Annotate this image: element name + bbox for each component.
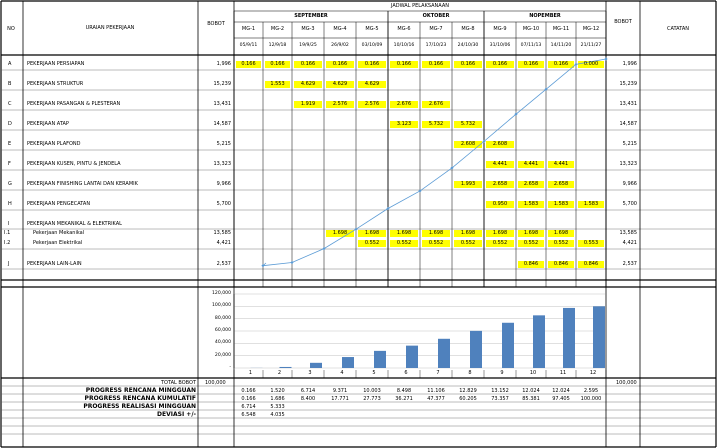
s-curve-point — [418, 189, 422, 193]
highlight-cell — [265, 81, 290, 88]
highlight-cell — [518, 161, 544, 168]
highlight-cell — [548, 240, 574, 247]
s-curve-point — [482, 139, 486, 143]
highlight-cell — [578, 61, 604, 68]
highlight-cell — [422, 101, 450, 108]
s-curve-point — [544, 87, 548, 91]
highlight-cell — [265, 61, 290, 68]
highlight-cell — [518, 261, 544, 268]
highlight-cell — [518, 240, 544, 247]
s-curve-point — [386, 206, 390, 211]
highlight-cell — [454, 141, 482, 148]
highlight-cell — [486, 181, 514, 188]
chart-bar — [406, 345, 418, 368]
chart-bar — [342, 357, 354, 368]
highlight-cell — [390, 240, 418, 247]
highlight-cell — [422, 240, 450, 247]
highlight-cell — [422, 230, 450, 237]
chart-bar — [374, 350, 386, 368]
chart-bar — [279, 366, 292, 368]
highlight-cell — [358, 81, 386, 88]
highlight-cell — [486, 201, 514, 208]
highlight-cell — [326, 230, 354, 237]
highlight-cell — [358, 101, 386, 108]
s-curve-point — [354, 227, 358, 231]
highlight-cell — [390, 101, 418, 108]
highlight-cell — [518, 230, 544, 237]
highlight-cell — [548, 181, 574, 188]
s-curve-point — [450, 166, 454, 170]
highlight-cell — [422, 61, 450, 68]
s-curve-point — [290, 260, 294, 265]
highlight-cell — [454, 181, 482, 188]
highlight-cell — [390, 230, 418, 237]
chart-bar — [563, 307, 575, 368]
highlight-cell — [422, 121, 450, 128]
chart-bar — [533, 315, 545, 368]
highlight-cell — [358, 240, 386, 247]
highlight-cell — [390, 121, 418, 128]
highlight-cell — [454, 61, 482, 68]
highlight-cell — [486, 230, 514, 237]
highlight-cell — [548, 201, 574, 208]
highlight-cell — [578, 201, 604, 208]
highlight-cell — [454, 121, 482, 128]
highlight-cell — [578, 240, 604, 247]
highlight-cell — [548, 261, 574, 268]
highlight-cell — [326, 61, 354, 68]
s-curve-point — [604, 57, 608, 61]
highlight-cell — [358, 61, 386, 68]
chart-bar — [593, 306, 605, 368]
chart-bar — [438, 338, 450, 368]
highlight-cell — [390, 61, 418, 68]
highlight-cell — [486, 161, 514, 168]
highlight-cell — [486, 61, 514, 68]
highlight-cell — [236, 61, 261, 68]
highlight-cell — [294, 61, 322, 68]
highlight-cell — [578, 261, 604, 268]
highlight-cell — [548, 230, 574, 237]
s-curve-point — [514, 112, 518, 116]
highlight-cell — [358, 230, 386, 237]
highlight-cell — [548, 161, 574, 168]
chart-bar — [502, 322, 514, 368]
highlight-cell — [294, 81, 322, 88]
highlight-cell — [454, 230, 482, 237]
highlight-cell — [518, 61, 544, 68]
highlight-cell — [548, 61, 574, 68]
chart-bar — [470, 330, 482, 368]
highlight-cell — [294, 101, 322, 108]
s-curve-point — [574, 62, 578, 66]
highlight-cell — [486, 240, 514, 247]
s-curve-point — [261, 264, 265, 268]
chart-bar — [310, 362, 322, 368]
highlight-cell — [454, 240, 482, 247]
highlight-cell — [326, 81, 354, 88]
highlight-cell — [326, 101, 354, 108]
s-curve-point — [322, 247, 326, 251]
highlight-cell — [486, 141, 514, 148]
highlight-cell — [518, 181, 544, 188]
highlight-cell — [518, 201, 544, 208]
